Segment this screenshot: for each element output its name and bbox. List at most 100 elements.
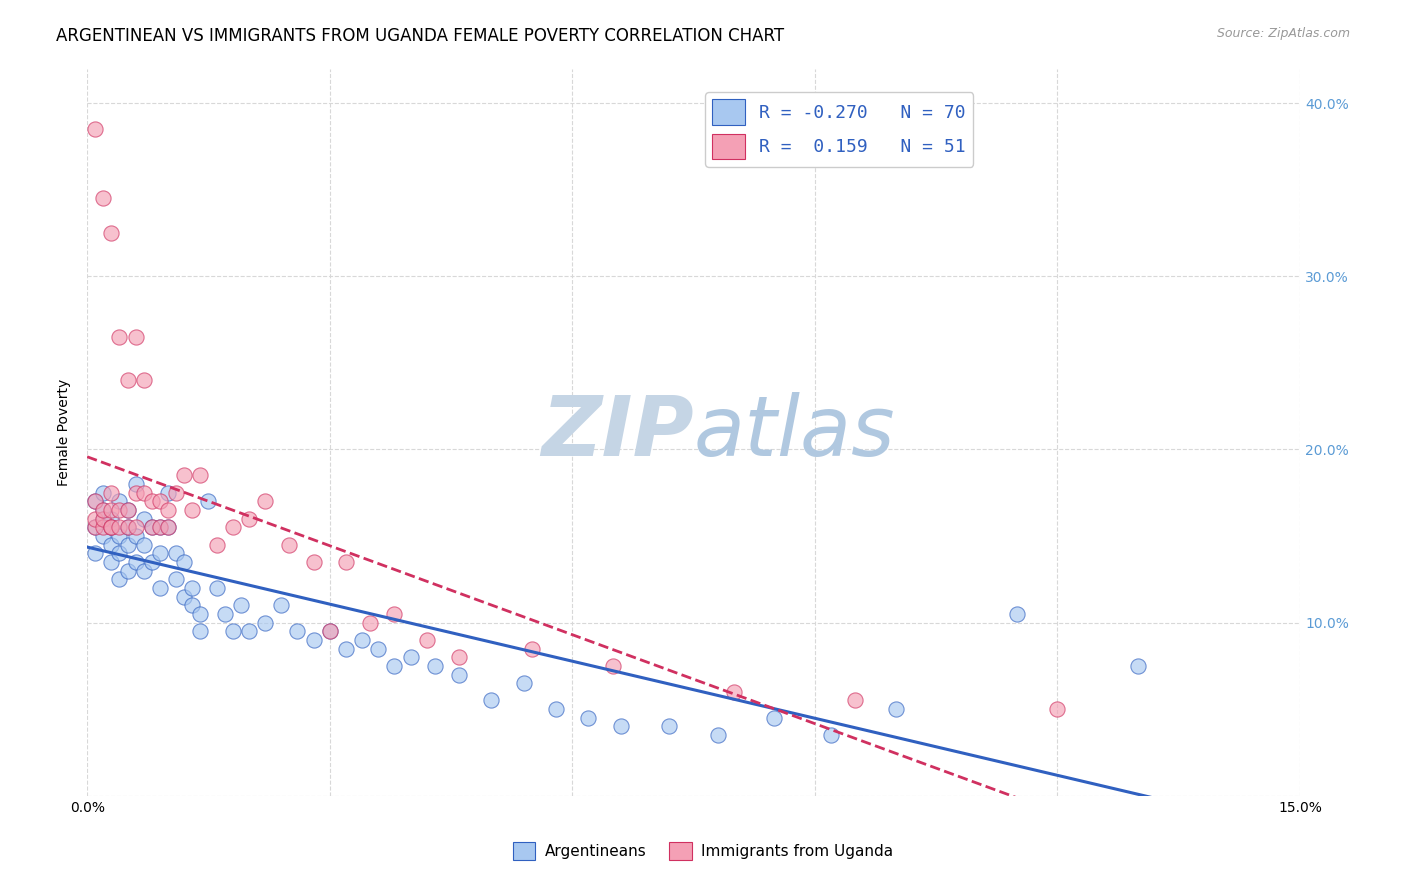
Point <box>449 667 471 681</box>
Point <box>132 564 155 578</box>
Point <box>124 529 146 543</box>
Point <box>763 711 786 725</box>
Point <box>149 520 172 534</box>
Point <box>359 615 381 630</box>
Point <box>84 122 107 136</box>
Point <box>149 546 172 560</box>
Point <box>367 641 389 656</box>
Point <box>117 538 139 552</box>
Point <box>124 555 146 569</box>
Point <box>100 520 122 534</box>
Point <box>108 494 131 508</box>
Point <box>91 503 114 517</box>
Point <box>222 520 245 534</box>
Point <box>156 520 179 534</box>
Point <box>214 607 236 621</box>
Point <box>513 676 536 690</box>
Point <box>91 485 114 500</box>
Point <box>319 624 342 639</box>
Point <box>91 529 114 543</box>
Point <box>1128 658 1150 673</box>
Point <box>149 494 172 508</box>
Point <box>278 538 301 552</box>
Point <box>416 632 439 647</box>
Point <box>100 511 122 525</box>
Point <box>238 624 260 639</box>
Point <box>84 494 107 508</box>
Point <box>84 511 107 525</box>
Point <box>181 503 204 517</box>
Point <box>254 494 277 508</box>
Point <box>1046 702 1069 716</box>
Point <box>156 485 179 500</box>
Point <box>610 719 633 733</box>
Point <box>84 494 107 508</box>
Point <box>205 538 228 552</box>
Point <box>190 468 212 483</box>
Point <box>165 485 187 500</box>
Point <box>149 581 172 595</box>
Point <box>108 546 131 560</box>
Point <box>197 494 219 508</box>
Point <box>100 485 122 500</box>
Point <box>132 538 155 552</box>
Point <box>546 702 568 716</box>
Point <box>117 503 139 517</box>
Point <box>117 503 139 517</box>
Text: atlas: atlas <box>693 392 896 473</box>
Point <box>117 564 139 578</box>
Point <box>173 468 195 483</box>
Point <box>124 520 146 534</box>
Point <box>1005 607 1028 621</box>
Point <box>132 485 155 500</box>
Point <box>844 693 866 707</box>
Point <box>238 511 260 525</box>
Point <box>141 520 163 534</box>
Point <box>707 728 730 742</box>
Point <box>181 581 204 595</box>
Point <box>156 503 179 517</box>
Text: ARGENTINEAN VS IMMIGRANTS FROM UGANDA FEMALE POVERTY CORRELATION CHART: ARGENTINEAN VS IMMIGRANTS FROM UGANDA FE… <box>56 27 785 45</box>
Point <box>254 615 277 630</box>
Point <box>229 599 252 613</box>
Point <box>141 555 163 569</box>
Point <box>132 373 155 387</box>
Point <box>149 520 172 534</box>
Point <box>124 330 146 344</box>
Point <box>884 702 907 716</box>
Point <box>723 685 745 699</box>
Point <box>84 520 107 534</box>
Point <box>91 191 114 205</box>
Point <box>100 555 122 569</box>
Point <box>578 711 600 725</box>
Y-axis label: Female Poverty: Female Poverty <box>58 378 72 486</box>
Point <box>91 503 114 517</box>
Point <box>352 632 374 647</box>
Point <box>100 520 122 534</box>
Point <box>84 520 107 534</box>
Point <box>222 624 245 639</box>
Point <box>165 546 187 560</box>
Point <box>108 572 131 586</box>
Point <box>190 624 212 639</box>
Point <box>100 226 122 240</box>
Point <box>335 641 357 656</box>
Point <box>449 650 471 665</box>
Point <box>91 520 114 534</box>
Point <box>173 590 195 604</box>
Point <box>287 624 309 639</box>
Point <box>132 511 155 525</box>
Point <box>399 650 422 665</box>
Legend: R = -0.270   N = 70, R =  0.159   N = 51: R = -0.270 N = 70, R = 0.159 N = 51 <box>706 92 973 167</box>
Point <box>423 658 446 673</box>
Point <box>141 494 163 508</box>
Point <box>84 546 107 560</box>
Point <box>520 641 543 656</box>
Point <box>100 503 122 517</box>
Point <box>820 728 842 742</box>
Point <box>165 572 187 586</box>
Point <box>481 693 503 707</box>
Point <box>302 632 325 647</box>
Point <box>100 520 122 534</box>
Point <box>108 520 131 534</box>
